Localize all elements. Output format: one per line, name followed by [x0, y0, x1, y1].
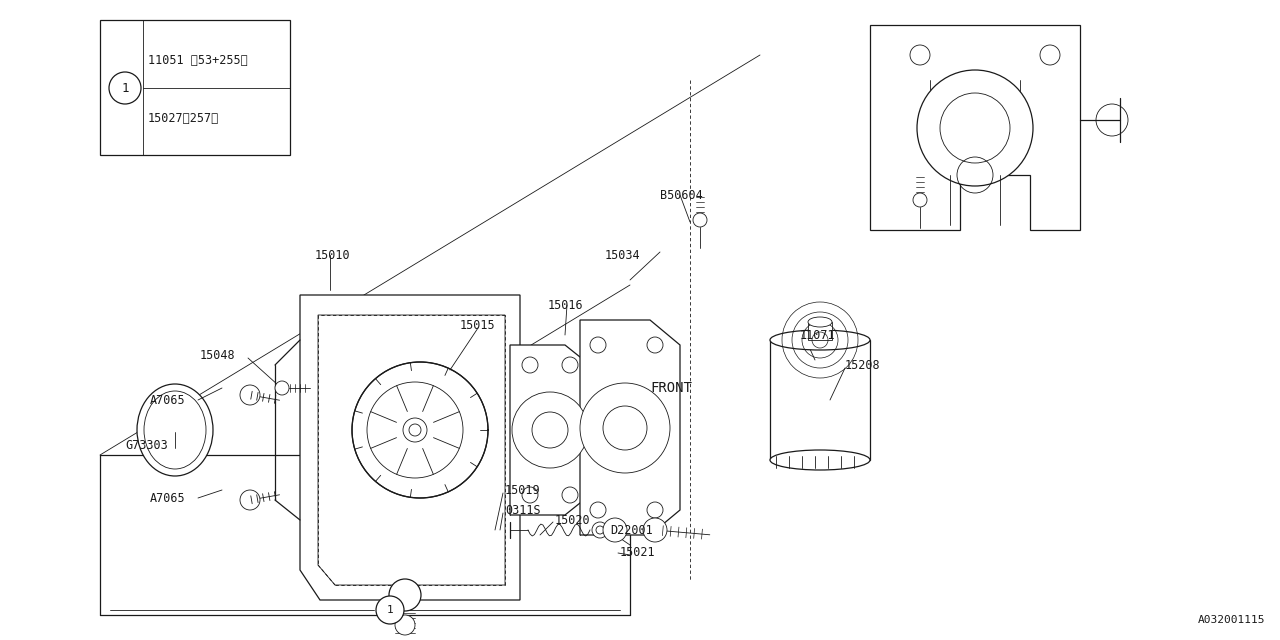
Text: FRONT: FRONT [650, 381, 692, 395]
Text: B50604: B50604 [660, 189, 703, 202]
Circle shape [512, 392, 588, 468]
Ellipse shape [143, 391, 206, 469]
Circle shape [590, 502, 605, 518]
Ellipse shape [808, 317, 832, 327]
Text: 15021: 15021 [620, 545, 655, 559]
Text: 15027〈257〉: 15027〈257〉 [148, 111, 219, 125]
Circle shape [522, 487, 538, 503]
Text: 11051 〈53+255〉: 11051 〈53+255〉 [148, 54, 248, 67]
Circle shape [410, 424, 421, 436]
Circle shape [1039, 45, 1060, 65]
Circle shape [367, 382, 463, 478]
Polygon shape [509, 345, 590, 515]
Circle shape [603, 406, 646, 450]
Circle shape [403, 418, 428, 442]
Circle shape [522, 357, 538, 373]
Circle shape [646, 502, 663, 518]
Text: D22001: D22001 [611, 524, 653, 536]
Text: A7065: A7065 [150, 394, 186, 406]
Circle shape [580, 383, 669, 473]
Text: 15034: 15034 [605, 248, 640, 262]
Circle shape [275, 381, 289, 395]
Bar [808, 322, 832, 340]
Text: 15015: 15015 [460, 319, 495, 332]
Circle shape [532, 412, 568, 448]
Circle shape [646, 337, 663, 353]
Circle shape [591, 522, 608, 538]
Circle shape [109, 72, 141, 104]
Text: 1: 1 [387, 605, 393, 615]
Text: 0311S: 0311S [506, 504, 540, 516]
Circle shape [562, 487, 579, 503]
Ellipse shape [771, 330, 870, 350]
Circle shape [916, 70, 1033, 186]
Circle shape [643, 518, 667, 542]
Polygon shape [580, 320, 680, 535]
Text: A032001115: A032001115 [1198, 615, 1265, 625]
Text: 15016: 15016 [548, 298, 584, 312]
Bar [100, 20, 291, 155]
Circle shape [562, 357, 579, 373]
Circle shape [596, 526, 604, 534]
Text: 15048: 15048 [200, 349, 236, 362]
Text: 11071: 11071 [800, 328, 836, 342]
Text: 15208: 15208 [845, 358, 881, 371]
Text: 15020: 15020 [556, 513, 590, 527]
Circle shape [910, 45, 931, 65]
Circle shape [396, 615, 415, 635]
Polygon shape [300, 295, 520, 600]
Text: 15019: 15019 [506, 483, 540, 497]
Ellipse shape [771, 450, 870, 470]
Circle shape [352, 362, 488, 498]
Circle shape [603, 518, 627, 542]
Circle shape [241, 490, 260, 510]
Polygon shape [870, 25, 1080, 230]
Circle shape [913, 193, 927, 207]
Text: 1: 1 [122, 81, 129, 95]
Text: 15010: 15010 [315, 248, 351, 262]
Circle shape [376, 596, 404, 624]
Text: G73303: G73303 [125, 438, 168, 451]
Circle shape [940, 93, 1010, 163]
Text: A7065: A7065 [150, 492, 186, 504]
Circle shape [389, 579, 421, 611]
Circle shape [692, 213, 707, 227]
Ellipse shape [137, 384, 212, 476]
Bar [771, 340, 870, 460]
Circle shape [590, 337, 605, 353]
Circle shape [241, 385, 260, 405]
